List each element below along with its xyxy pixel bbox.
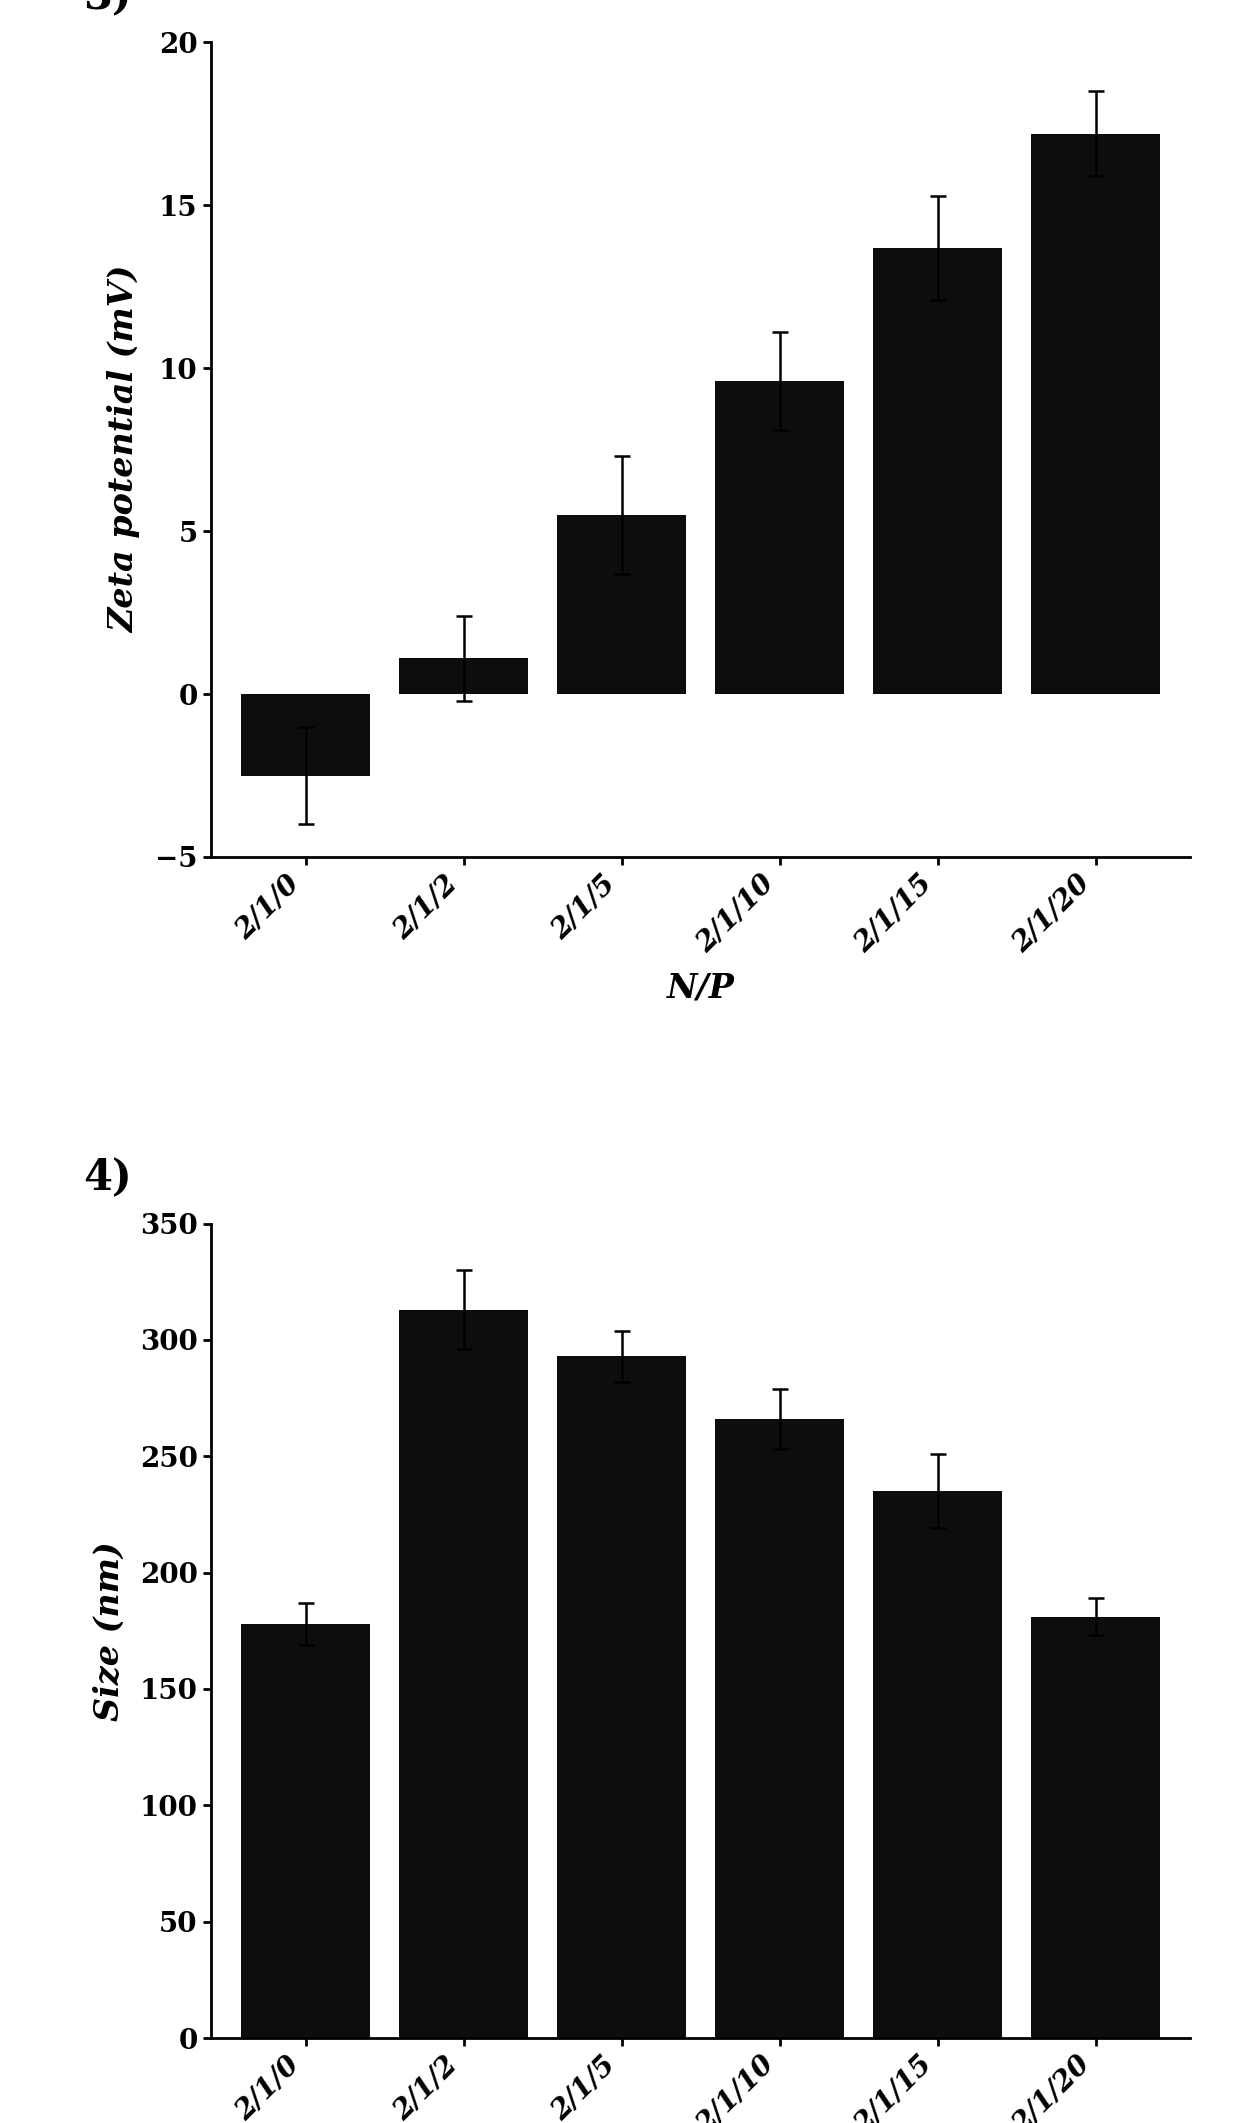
Bar	[1030, 1618, 1161, 2038]
Bar	[241, 1624, 371, 2038]
Bar	[873, 248, 1002, 694]
Bar	[557, 516, 687, 694]
Bar	[873, 1490, 1002, 2038]
Y-axis label: Size (nm): Size (nm)	[93, 1541, 125, 1720]
Bar	[399, 1310, 528, 2038]
Text: 3): 3)	[83, 0, 133, 17]
Bar	[714, 382, 844, 694]
Bar	[714, 1418, 844, 2038]
Text: 4): 4)	[83, 1157, 133, 1199]
Bar	[1030, 134, 1161, 694]
Bar	[557, 1357, 687, 2038]
Bar	[241, 694, 371, 775]
Y-axis label: Zeta potential (mV): Zeta potential (mV)	[108, 265, 141, 633]
X-axis label: N/P: N/P	[667, 972, 734, 1004]
Bar	[399, 658, 528, 694]
